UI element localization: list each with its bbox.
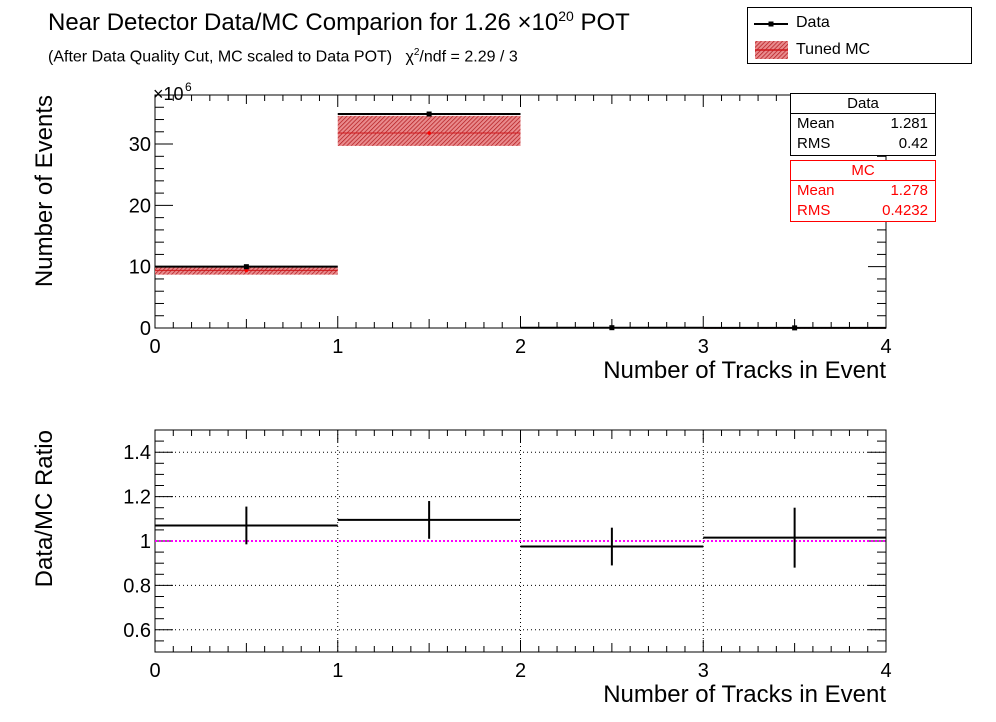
x-tick-label: 3 (698, 660, 709, 682)
stats-data-mean-label: Mean (797, 115, 835, 132)
top-panel: 0 1 2 3 4 0 10 20 30 Number of Tracks in Event Num… (31, 80, 892, 384)
stats-data-mean-value: 1.281 (890, 115, 928, 132)
chart-subtitle: (After Data Quality Cut, MC scaled to Da… (48, 47, 518, 66)
y-tick-label: 0 (140, 318, 151, 340)
legend-data-label: Data (796, 14, 830, 31)
stats-mc-mean-label: Mean (797, 182, 835, 199)
stats-data-rms-value: 0.42 (898, 135, 928, 152)
x-tick-label: 4 (880, 660, 891, 682)
mc-point (427, 131, 431, 135)
legend-data-marker (754, 21, 788, 27)
y-exponent-label: ×10 (153, 84, 184, 104)
legend-item-mc: Tuned MC (748, 37, 971, 63)
legend-item-data: Data (748, 10, 971, 36)
y-tick-label: 1 (140, 531, 151, 553)
stats-data-rms-label: RMS (797, 135, 831, 152)
y-tick-label: 30 (129, 134, 151, 156)
legend-mc-label: Tuned MC (796, 41, 871, 58)
mc-band (337, 115, 521, 146)
y-tick-label: 1.2 (123, 487, 151, 509)
x-tick-label: 3 (698, 336, 709, 358)
stats-mc-header: MC (791, 161, 935, 181)
data-point (792, 325, 798, 331)
x-tick-label: 1 (332, 660, 343, 682)
x-tick-label: 1 (332, 336, 343, 358)
x-axis-label: Number of Tracks in Event (603, 357, 886, 384)
y-axis-label: Data/MC Ratio (31, 430, 58, 587)
y-tick-label: 20 (129, 195, 151, 217)
x-tick-label: 0 (149, 660, 160, 682)
x-tick-label: 4 (880, 336, 891, 358)
x-tick-label: 2 (515, 660, 526, 682)
stats-box-data: Data Mean 1.281 RMS 0.42 (790, 93, 936, 156)
stats-mc-rms-value: 0.4232 (882, 202, 928, 219)
y-tick-label: 1.4 (123, 442, 151, 464)
data-point (609, 325, 615, 331)
x-axis-label: Number of Tracks in Event (603, 681, 886, 708)
stats-box-mc: MC Mean 1.278 RMS 0.4232 (790, 160, 936, 222)
x-tick-label: 2 (515, 336, 526, 358)
x-tick-label: 0 (149, 336, 160, 358)
stats-mc-mean-value: 1.278 (890, 182, 928, 199)
y-tick-label: 0.6 (123, 620, 151, 642)
y-axis-label: Number of Events (31, 95, 58, 287)
stats-data-header: Data (791, 94, 935, 114)
data-point (426, 111, 432, 117)
ratio-panel: 0 1 2 3 4 0.6 0.8 1 1.2 1.4 Number of Tracks in Ev… (31, 429, 892, 708)
mc-point (244, 268, 249, 273)
y-tick-label: 10 (129, 257, 151, 279)
legend-mc-swatch (755, 41, 788, 59)
chart-title: Near Detector Data/MC Comparion for 1.26… (48, 8, 630, 36)
legend: Data Tuned MC (747, 7, 972, 64)
y-exponent-power: 6 (185, 80, 192, 94)
stats-mc-rms-label: RMS (797, 202, 831, 219)
y-tick-label: 0.8 (123, 575, 151, 597)
data-point (243, 264, 249, 270)
